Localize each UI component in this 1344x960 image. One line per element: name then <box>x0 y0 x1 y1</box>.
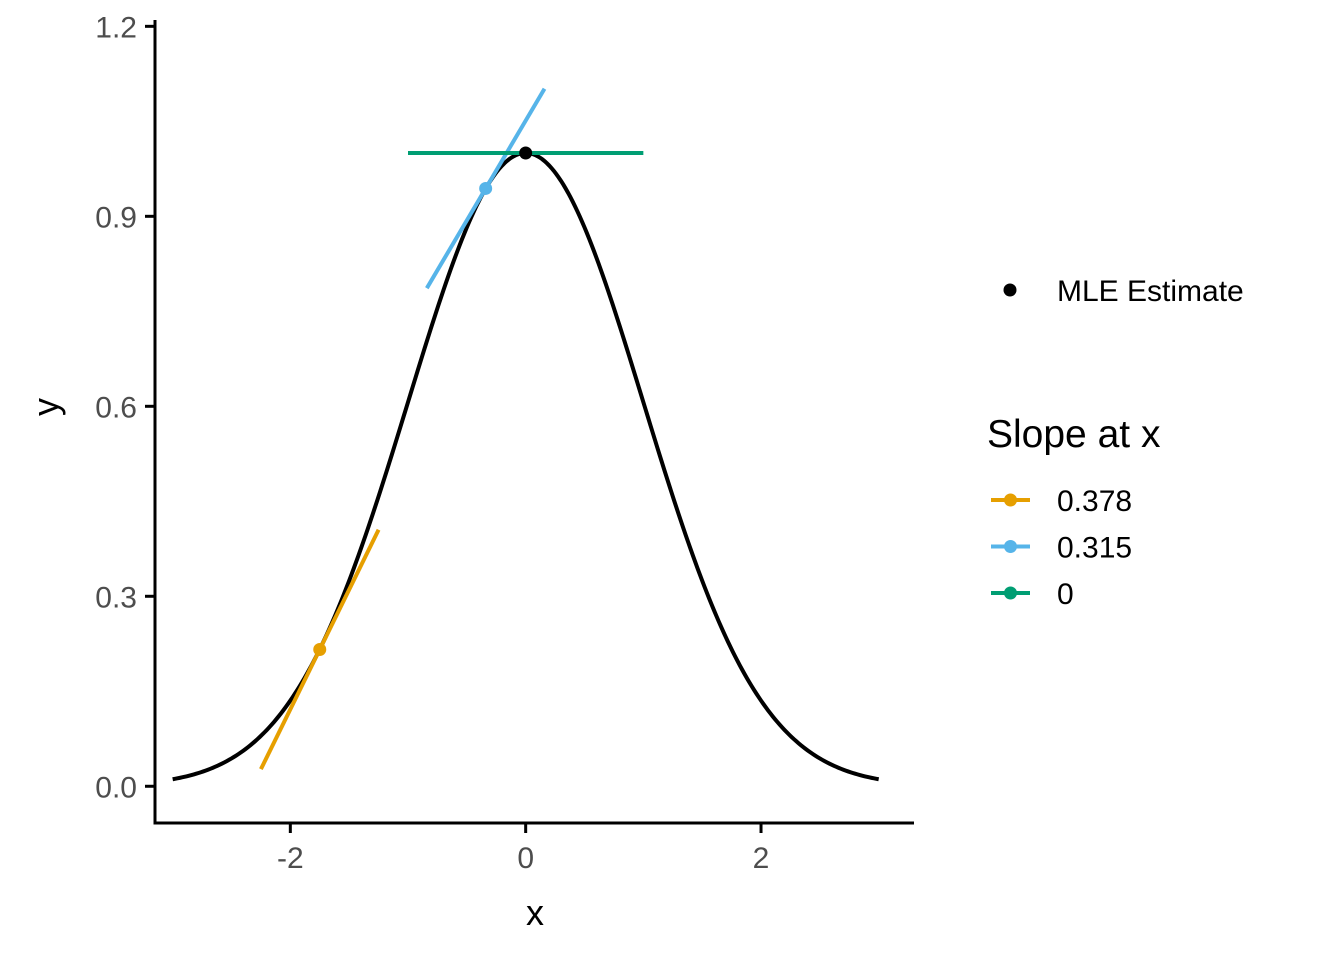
legend-label-mle: MLE Estimate <box>1057 275 1244 308</box>
x-tick-label-1: 0 <box>517 842 534 875</box>
y-axis-title: y <box>25 398 66 416</box>
axes: -2 0 2 0.0 0.3 0.6 0.9 1.2 <box>95 11 914 875</box>
y-tick-label-0: 0.0 <box>95 771 137 804</box>
legend-key-mle <box>1003 283 1017 297</box>
tangent-point-0 <box>313 642 327 656</box>
x-tick-label-2: 2 <box>753 842 770 875</box>
legend-key-point-1 <box>1004 540 1017 553</box>
legend-label-0: 0.378 <box>1057 485 1132 518</box>
legend-title: Slope at x <box>987 413 1161 456</box>
tangent-point-1 <box>479 181 493 195</box>
y-tick-label-2: 0.6 <box>95 391 137 424</box>
plot-area <box>172 87 880 782</box>
legend-key-point-0 <box>1004 493 1017 507</box>
y-tick-label-3: 0.9 <box>95 201 137 234</box>
y-tick-label-4: 1.2 <box>95 11 137 44</box>
legend-label-1: 0.315 <box>1057 532 1132 565</box>
x-tick-label-0: -2 <box>277 842 304 875</box>
legend: MLE Estimate Slope at x 0.378 0.315 0 <box>987 275 1244 611</box>
x-axis-title: x <box>526 892 544 933</box>
legend-key-point-2 <box>1004 586 1017 600</box>
legend-label-2: 0 <box>1057 578 1074 611</box>
mle-point <box>519 146 533 160</box>
y-tick-label-1: 0.3 <box>95 581 137 614</box>
density-curve <box>172 150 880 782</box>
